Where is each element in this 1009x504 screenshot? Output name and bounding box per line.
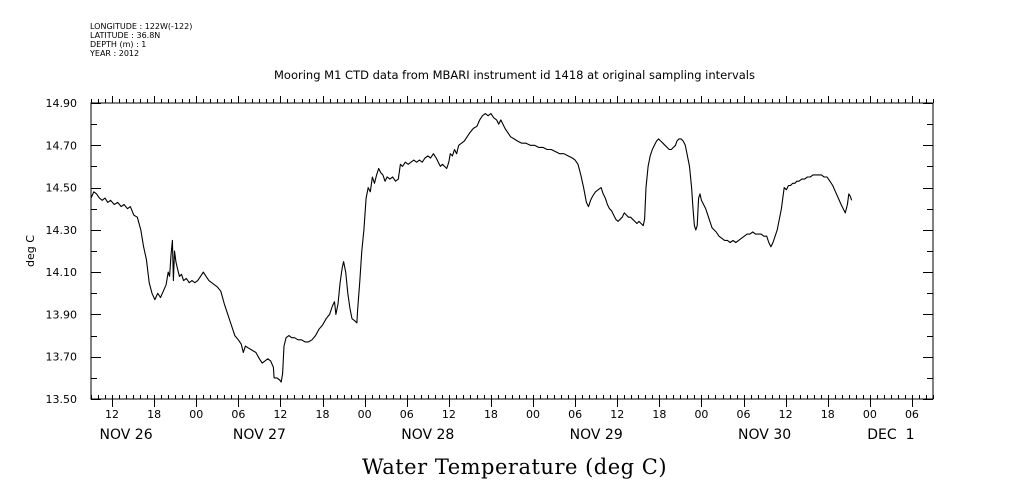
x-hour-label: 12 [105,408,119,421]
x-date-label: NOV 30 [738,427,791,443]
x-date-label: NOV 28 [401,427,454,443]
station-metadata: LONGITUDE : 122W(-122) LATITUDE : 36.8N … [90,22,192,58]
y-tick-label: 14.90 [46,97,78,110]
x-hour-label: 06 [905,408,919,421]
chart-title: Mooring M1 CTD data from MBARI instrumen… [274,68,755,82]
x-hour-label: 18 [316,408,330,421]
x-hour-label: 00 [358,408,372,421]
y-tick-label: 13.50 [46,393,78,406]
x-hour-label: 12 [610,408,624,421]
x-hour-label: 12 [273,408,287,421]
x-hour-label: 00 [863,408,877,421]
y-tick-label: 14.70 [46,139,78,152]
x-hour-label: 00 [694,408,708,421]
x-hour-label: 18 [652,408,666,421]
depth-label: DEPTH (m) : 1 [90,40,147,49]
x-hour-label: 00 [189,408,203,421]
y-tick-label: 14.30 [46,224,78,237]
x-hour-label: 06 [231,408,245,421]
longitude-label: LONGITUDE : 122W(-122) [90,22,193,31]
x-date-label: NOV 26 [100,427,153,443]
plot-frame [90,102,934,400]
x-hour-label: 06 [400,408,414,421]
x-date-label: DEC 1 [867,427,914,443]
temperature-series-line [90,113,853,383]
x-hour-label: 12 [442,408,456,421]
x-hour-label: 18 [484,408,498,421]
x-hour-label: 18 [147,408,161,421]
x-hour-label: 12 [779,408,793,421]
year-label: YEAR : 2012 [90,49,140,58]
x-axis-caption: Water Temperature (deg C) [361,455,668,479]
x-hour-label: 06 [568,408,582,421]
latitude-label: LATITUDE : 36.8N [90,31,161,40]
x-hour-label: 00 [526,408,540,421]
x-date-label: NOV 29 [570,427,623,443]
y-tick-label: 13.70 [46,351,78,364]
x-date-label: NOV 27 [233,427,286,443]
y-tick-label: 14.10 [46,266,78,279]
x-hour-label: 06 [737,408,751,421]
x-hour-label: 18 [821,408,835,421]
y-tick-label: 14.50 [46,182,78,195]
y-axis-label: deg C [24,235,37,267]
y-tick-label: 13.90 [46,308,78,321]
